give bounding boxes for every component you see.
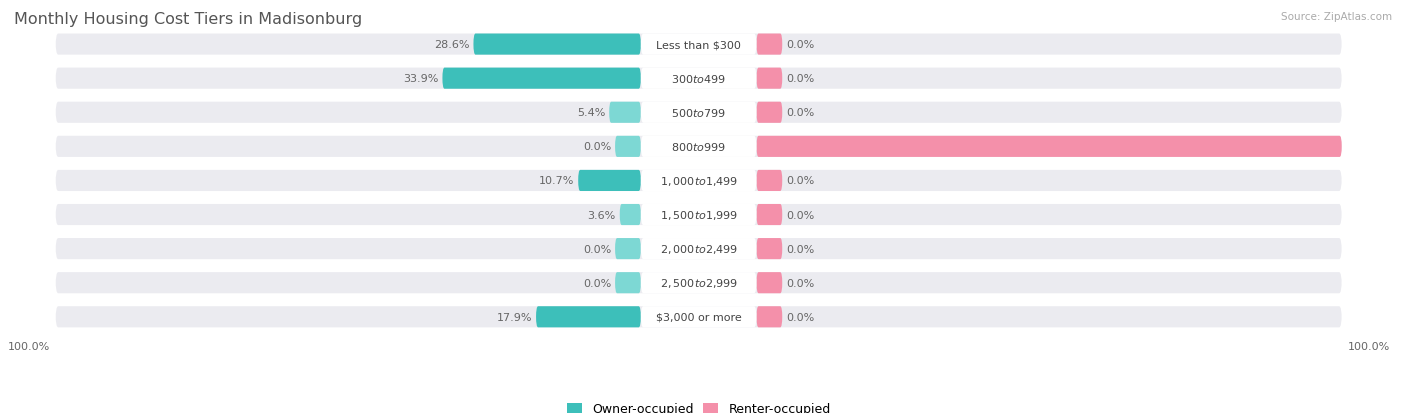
FancyBboxPatch shape [756,69,782,90]
Text: Less than $300: Less than $300 [657,40,741,50]
Text: 100.0%: 100.0% [1348,341,1391,351]
FancyBboxPatch shape [641,34,756,55]
Text: 0.0%: 0.0% [786,74,814,84]
Text: 0.0%: 0.0% [583,244,612,254]
FancyBboxPatch shape [620,204,641,225]
FancyBboxPatch shape [641,102,756,123]
Legend: Owner-occupied, Renter-occupied: Owner-occupied, Renter-occupied [567,402,831,413]
Text: 17.9%: 17.9% [496,312,533,322]
FancyBboxPatch shape [56,136,1341,157]
FancyBboxPatch shape [641,204,756,225]
Text: 100.0%: 100.0% [1346,142,1392,152]
Text: 0.0%: 0.0% [786,108,814,118]
Text: 0.0%: 0.0% [786,176,814,186]
FancyBboxPatch shape [56,171,1341,192]
FancyBboxPatch shape [756,238,782,259]
FancyBboxPatch shape [536,306,641,328]
Text: 28.6%: 28.6% [434,40,470,50]
Text: 0.0%: 0.0% [786,244,814,254]
Text: 0.0%: 0.0% [786,278,814,288]
FancyBboxPatch shape [56,69,1341,90]
FancyBboxPatch shape [56,102,1341,123]
FancyBboxPatch shape [56,306,1341,328]
FancyBboxPatch shape [756,273,782,294]
Text: 0.0%: 0.0% [583,278,612,288]
FancyBboxPatch shape [756,102,782,123]
Text: 100.0%: 100.0% [7,341,49,351]
Text: 33.9%: 33.9% [404,74,439,84]
Text: $2,000 to $2,499: $2,000 to $2,499 [659,242,738,256]
FancyBboxPatch shape [614,136,641,157]
Text: 0.0%: 0.0% [786,210,814,220]
Text: Monthly Housing Cost Tiers in Madisonburg: Monthly Housing Cost Tiers in Madisonbur… [14,12,363,27]
FancyBboxPatch shape [641,69,756,90]
FancyBboxPatch shape [614,238,641,259]
FancyBboxPatch shape [614,273,641,294]
FancyBboxPatch shape [756,306,782,328]
Text: 0.0%: 0.0% [583,142,612,152]
FancyBboxPatch shape [641,238,756,259]
FancyBboxPatch shape [443,69,641,90]
Text: 3.6%: 3.6% [588,210,616,220]
Text: 0.0%: 0.0% [786,312,814,322]
FancyBboxPatch shape [56,238,1341,259]
Text: 0.0%: 0.0% [786,40,814,50]
Text: 5.4%: 5.4% [576,108,606,118]
FancyBboxPatch shape [56,273,1341,294]
Text: $1,500 to $1,999: $1,500 to $1,999 [659,209,738,221]
Text: $500 to $799: $500 to $799 [671,107,725,119]
FancyBboxPatch shape [756,171,782,192]
FancyBboxPatch shape [609,102,641,123]
Text: $1,000 to $1,499: $1,000 to $1,499 [659,175,738,188]
FancyBboxPatch shape [756,34,782,55]
FancyBboxPatch shape [56,34,1341,55]
FancyBboxPatch shape [756,204,782,225]
Text: 10.7%: 10.7% [538,176,574,186]
FancyBboxPatch shape [641,136,756,157]
Text: $300 to $499: $300 to $499 [671,73,725,85]
Text: $800 to $999: $800 to $999 [671,141,725,153]
Text: $2,500 to $2,999: $2,500 to $2,999 [659,277,738,290]
FancyBboxPatch shape [641,171,756,192]
Text: $3,000 or more: $3,000 or more [655,312,741,322]
FancyBboxPatch shape [756,136,1341,157]
FancyBboxPatch shape [641,306,756,328]
FancyBboxPatch shape [474,34,641,55]
FancyBboxPatch shape [641,273,756,294]
FancyBboxPatch shape [56,204,1341,225]
FancyBboxPatch shape [578,171,641,192]
Text: Source: ZipAtlas.com: Source: ZipAtlas.com [1281,12,1392,22]
